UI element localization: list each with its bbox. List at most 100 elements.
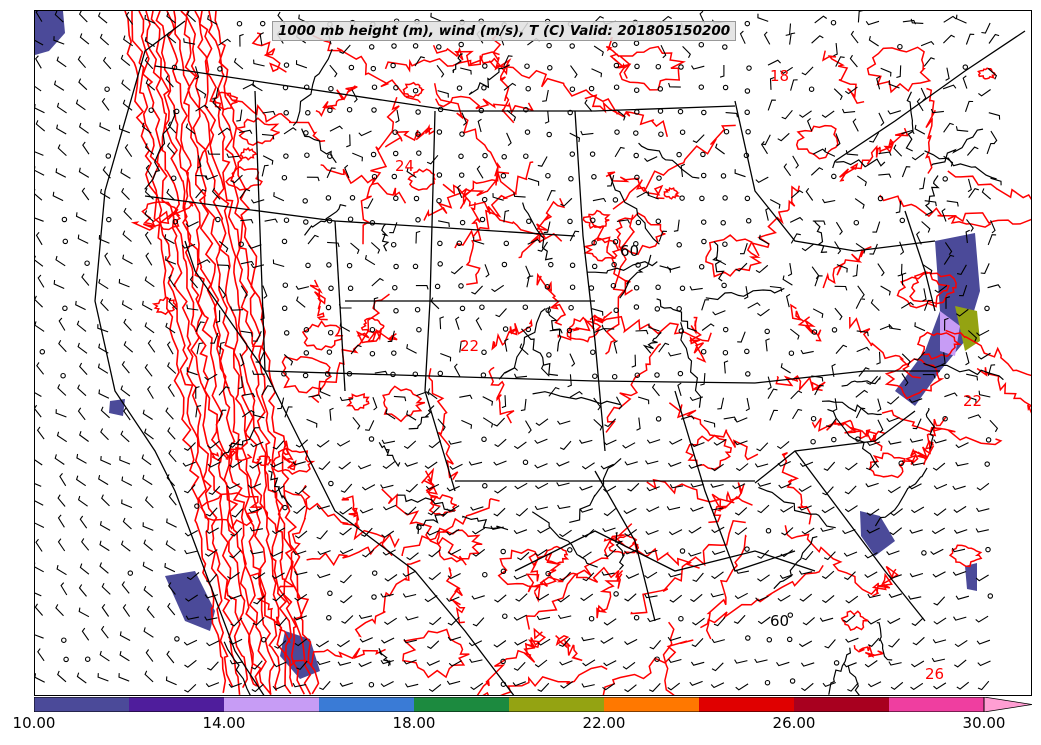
wind-barb xyxy=(204,549,218,557)
wind-barb xyxy=(184,530,198,537)
wind-barb xyxy=(123,341,134,353)
wind-barb xyxy=(351,89,358,103)
wind-barb xyxy=(844,462,858,471)
wind-barb xyxy=(240,219,254,224)
wind-barb xyxy=(977,660,991,667)
wind-barb xyxy=(834,241,842,255)
wind-barb xyxy=(294,570,308,576)
wind-barb xyxy=(295,285,310,290)
wind-barb xyxy=(644,156,658,162)
wind-barb xyxy=(165,407,174,420)
height-contour xyxy=(923,362,1004,381)
wind-barb xyxy=(476,165,484,179)
wind-barb xyxy=(123,407,131,421)
calm-wind-marker xyxy=(811,329,818,335)
calm-wind-marker xyxy=(676,242,682,248)
temp-contour xyxy=(255,455,272,466)
wind-barb xyxy=(493,507,506,517)
wind-barb xyxy=(100,406,110,419)
wind-barb xyxy=(535,482,549,490)
wind-barb xyxy=(855,407,866,419)
wind-barb xyxy=(864,571,878,578)
colorbar-segment xyxy=(794,697,890,712)
temp-contour xyxy=(705,234,763,278)
calm-wind-marker xyxy=(412,371,419,377)
wind-barb xyxy=(316,660,331,666)
height-contour xyxy=(827,408,880,468)
wind-barb xyxy=(814,15,828,24)
calm-wind-marker xyxy=(612,42,618,48)
wind-barb xyxy=(381,637,395,644)
wind-barb xyxy=(55,604,64,617)
wind-barb xyxy=(668,82,681,88)
wind-barb xyxy=(723,360,729,374)
temp-contour xyxy=(822,50,865,105)
wind-barb xyxy=(35,603,44,616)
wind-barb xyxy=(667,461,682,467)
wind-barb xyxy=(453,363,461,377)
wind-barb xyxy=(393,395,407,402)
calm-wind-marker xyxy=(369,350,376,357)
calm-wind-marker xyxy=(282,282,289,288)
temp-contour xyxy=(488,60,621,115)
wind-barb xyxy=(876,76,881,90)
wind-barb xyxy=(119,455,131,465)
wind-barb xyxy=(690,506,704,512)
wind-barb xyxy=(758,234,770,245)
wind-barb xyxy=(513,192,526,198)
wind-barb xyxy=(365,420,375,431)
wind-barb xyxy=(395,109,400,123)
wind-barb xyxy=(471,595,485,600)
calm-wind-marker xyxy=(744,109,750,116)
temp-contour xyxy=(977,67,997,80)
wind-barb xyxy=(446,485,460,492)
wind-barb xyxy=(36,362,45,375)
wind-barb xyxy=(336,440,351,447)
wind-barb xyxy=(734,507,748,516)
wind-barb xyxy=(867,593,881,599)
wind-barb xyxy=(437,220,450,228)
calm-wind-marker xyxy=(414,306,421,313)
wind-barb xyxy=(799,593,813,602)
wind-barb xyxy=(968,188,979,199)
height-contour xyxy=(378,648,391,667)
wind-barb xyxy=(123,318,132,331)
wind-barb xyxy=(240,260,255,266)
calm-wind-marker xyxy=(677,108,684,115)
wind-barb xyxy=(184,549,198,555)
temp-contour xyxy=(822,245,872,289)
temp-contour xyxy=(207,11,312,695)
wind-barb xyxy=(183,38,196,45)
calm-wind-marker xyxy=(326,262,332,268)
wind-barb xyxy=(252,572,266,580)
wind-barb xyxy=(689,286,703,291)
wind-barb xyxy=(247,483,262,489)
wind-barb xyxy=(242,392,256,398)
calm-wind-marker xyxy=(654,656,660,662)
calm-wind-marker xyxy=(62,305,68,312)
wind-barb xyxy=(101,582,111,595)
temp-contour xyxy=(185,11,292,695)
wind-barb xyxy=(145,252,153,266)
wind-barb xyxy=(380,593,394,598)
calm-wind-marker xyxy=(370,65,377,72)
temp-contour xyxy=(896,271,950,309)
temp-contour xyxy=(436,529,483,563)
wind-barb xyxy=(165,676,177,686)
wind-barb xyxy=(167,362,177,374)
wind-barb xyxy=(645,529,659,536)
calm-wind-marker xyxy=(567,218,573,225)
calm-wind-marker xyxy=(944,373,950,380)
calm-wind-marker xyxy=(588,85,595,92)
colorbar-tick-label: 30.00 xyxy=(962,714,1006,732)
wind-barb xyxy=(100,456,112,466)
wind-barb xyxy=(226,483,240,490)
wind-barb xyxy=(144,496,154,509)
wind-barb xyxy=(534,438,548,444)
wind-barb xyxy=(428,549,441,558)
wind-barb xyxy=(540,364,550,377)
wind-barb xyxy=(382,461,396,469)
height-contour xyxy=(532,391,621,406)
wind-barb xyxy=(450,265,464,275)
wind-barb xyxy=(580,130,594,136)
